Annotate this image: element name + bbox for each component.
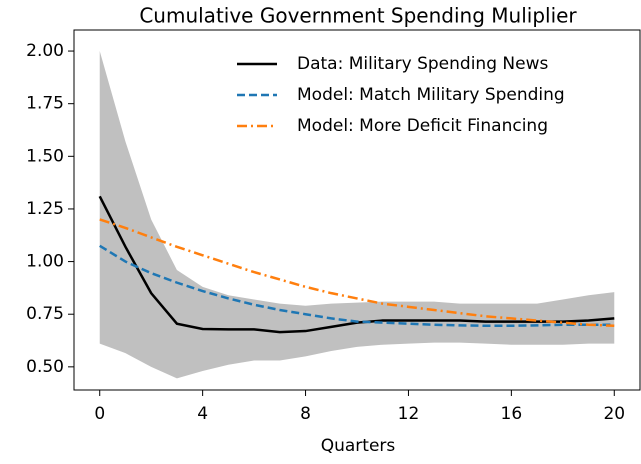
x-tick-label: 8 bbox=[300, 404, 311, 424]
y-tick-label: 1.50 bbox=[26, 146, 64, 166]
y-tick-label: 2.00 bbox=[26, 41, 64, 61]
legend-label: Data: Military Spending News bbox=[297, 54, 548, 74]
plot-frame bbox=[73, 29, 641, 391]
x-tick-label: 20 bbox=[603, 404, 625, 424]
x-tick-label: 4 bbox=[197, 404, 208, 424]
y-tick-label: 1.00 bbox=[26, 252, 64, 272]
series-line bbox=[99, 244, 615, 328]
legend-label: Model: Match Military Spending bbox=[297, 85, 565, 105]
y-tick-label: 0.50 bbox=[26, 357, 64, 377]
x-axis-label: Quarters bbox=[321, 436, 396, 456]
y-tick-label: 1.75 bbox=[26, 94, 64, 114]
y-tick-label: 0.75 bbox=[26, 304, 64, 324]
x-tick-label: 16 bbox=[501, 404, 523, 424]
legend-label: Model: More Deficit Financing bbox=[297, 116, 548, 136]
chart-title: Cumulative Government Spending Muliplier bbox=[139, 4, 577, 28]
y-tick-label: 1.25 bbox=[26, 199, 64, 219]
x-tick-label: 12 bbox=[398, 404, 420, 424]
confidence-band bbox=[99, 51, 615, 379]
series-line bbox=[99, 218, 615, 328]
x-tick-label: 0 bbox=[94, 404, 105, 424]
